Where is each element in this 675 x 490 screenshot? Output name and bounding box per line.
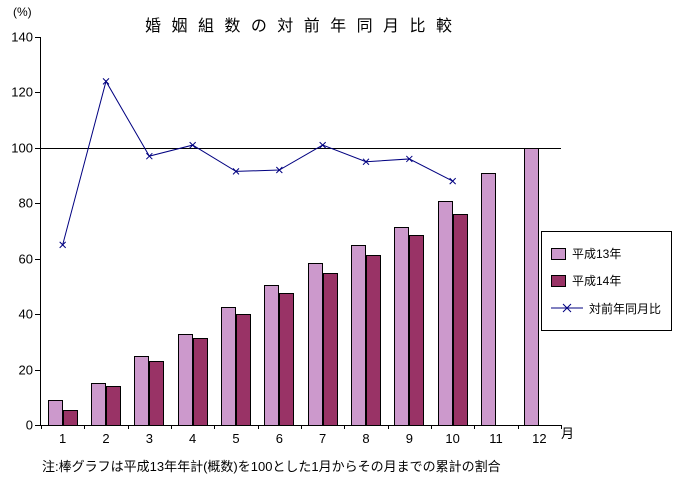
y-axis-tick (35, 147, 41, 149)
x-axis-tick (41, 425, 42, 429)
bar-平成13年-month-1 (47, 400, 63, 425)
x-axis-tick-label: 4 (189, 431, 197, 446)
y-axis-tick-label: 40 (18, 306, 33, 322)
x-axis-tick (127, 425, 129, 429)
y-axis-unit-label: (%) (13, 5, 32, 19)
bar-平成14年-month-4 (192, 337, 208, 425)
x-axis-tick-label: 12 (532, 431, 547, 446)
bar-平成14年-month-5 (236, 314, 251, 425)
bar-平成14年-month-2 (106, 386, 121, 425)
y-axis-tick (35, 425, 41, 426)
legend-swatch-heisei13 (551, 247, 566, 260)
bar-平成13年-month-10 (437, 200, 453, 425)
x-axis-tick-label: 3 (145, 431, 153, 446)
legend-item-heisei14: 平成14年 (551, 272, 667, 289)
x-axis-tick-label: 11 (489, 431, 503, 446)
x-marker-icon (102, 77, 110, 85)
bar-平成13年-month-12 (524, 147, 540, 425)
line-series-yoy-ratio (59, 77, 457, 249)
legend-label-heisei14: 平成14年 (572, 274, 622, 289)
y-axis-tick-label: 20 (18, 362, 33, 378)
x-axis-tick-label: 10 (445, 431, 460, 446)
x-marker-icon (319, 141, 327, 149)
x-axis-tick-label: 8 (362, 431, 370, 446)
x-axis-tick-label: 6 (275, 431, 283, 446)
bar-平成13年-month-7 (307, 262, 323, 425)
x-marker-icon (275, 166, 283, 174)
legend-line-x-marker-icon (551, 303, 583, 313)
x-marker-icon (449, 177, 457, 185)
bar-平成13年-month-6 (264, 285, 280, 425)
bar-平成14年-month-1 (62, 409, 78, 425)
bar-平成13年-month-5 (221, 307, 236, 425)
x-axis-tick (301, 425, 302, 429)
x-marker-icon (145, 152, 153, 160)
x-marker-icon (232, 168, 240, 175)
bar-平成13年-month-8 (351, 244, 366, 425)
bar-平成13年-month-4 (177, 333, 193, 425)
y-axis-tick (35, 314, 41, 316)
x-axis-tick (344, 425, 346, 429)
x-axis-tick (84, 425, 86, 429)
x-axis-tick (431, 425, 432, 429)
bar-平成14年-month-8 (366, 254, 381, 425)
x-marker-icon (362, 158, 370, 166)
y-axis-tick (35, 203, 41, 205)
legend-item-heisei13: 平成13年 (551, 245, 667, 262)
y-axis-tick-label: 140 (11, 29, 33, 45)
x-axis-tick (387, 425, 389, 429)
x-axis-tick (214, 425, 216, 429)
x-axis-tick-label: 5 (232, 431, 240, 446)
x-axis-tick (561, 425, 562, 429)
x-axis-tick (171, 425, 172, 429)
bar-平成13年-month-2 (91, 383, 106, 425)
x-axis-tick (474, 425, 476, 429)
y-axis-tick (35, 92, 41, 94)
bar-平成14年-month-3 (149, 361, 165, 425)
reference-line-100 (41, 147, 561, 149)
bar-平成13年-month-9 (394, 226, 410, 425)
bar-平成14年-month-10 (452, 214, 468, 425)
x-marker-icon (405, 155, 413, 163)
plot-area: 0 20 40 60 80 100 120 140 1 2 3 4 5 6 7 8 9 10 11 12 (11, 30, 562, 446)
x-axis-tick-label: 9 (405, 431, 413, 446)
chart-title: 婚 姻 組 数 の 対 前 年 同 月 比 較 (145, 18, 455, 35)
y-axis-tick-label: 0 (25, 417, 33, 433)
y-axis-tick-label: 80 (18, 195, 33, 211)
line-path (62, 80, 453, 245)
y-axis-tick (35, 369, 41, 371)
legend-label-heisei13: 平成13年 (572, 247, 622, 262)
legend: 平成13年 平成14年 対前年同月比 (541, 231, 672, 331)
x-axis-tick (517, 425, 519, 429)
x-axis-tick-label: 1 (59, 431, 67, 446)
x-marker-icon (189, 141, 197, 149)
legend-swatch-heisei14 (551, 274, 566, 287)
bar-平成13年-month-3 (134, 355, 150, 425)
legend-label-yoy-ratio: 対前年同月比 (589, 301, 662, 316)
legend-item-yoy-ratio: 対前年同月比 (551, 300, 667, 317)
x-axis-unit-label: 月 (561, 426, 575, 441)
bar-平成14年-month-9 (409, 235, 425, 425)
bar-平成14年-month-6 (279, 293, 295, 425)
y-axis-tick-label: 120 (11, 84, 33, 100)
x-marker-icon (59, 241, 67, 249)
y-axis-tick (35, 37, 41, 38)
x-axis-tick-label: 7 (319, 431, 327, 446)
x-axis-tick-label: 2 (102, 431, 110, 446)
bar-平成13年-month-11 (481, 172, 496, 425)
y-axis-tick (35, 258, 41, 260)
footnote: 注:棒グラフは平成13年年計(概数)を100とした1月からその月までの累計の割合 (42, 459, 501, 474)
bar-平成14年-month-7 (322, 272, 338, 425)
y-axis-tick-label: 100 (11, 140, 33, 156)
x-axis-tick (257, 425, 259, 429)
y-axis-tick-label: 60 (18, 251, 33, 267)
